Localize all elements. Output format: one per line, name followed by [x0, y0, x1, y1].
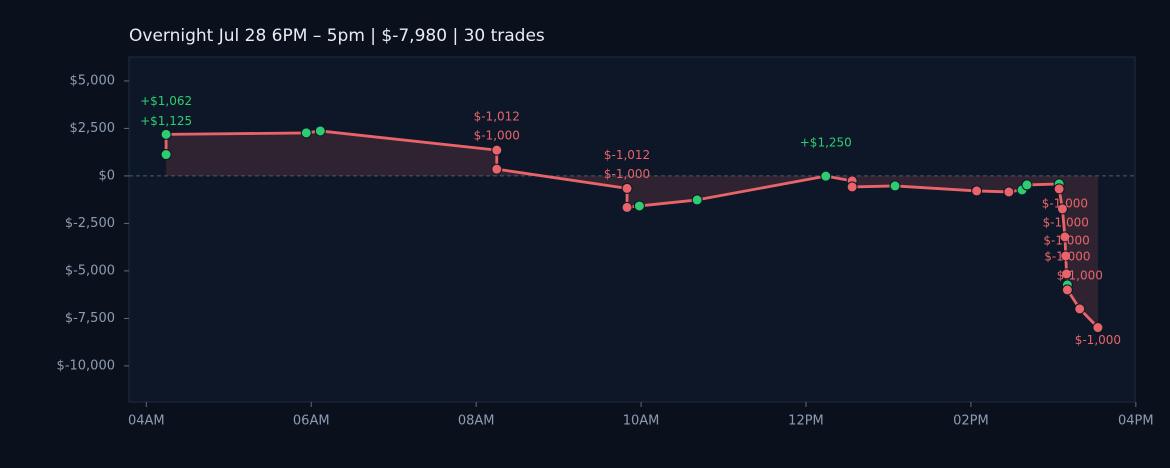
marker: [160, 149, 172, 161]
x-tick-label: 06AM: [293, 414, 330, 429]
marker: [846, 181, 858, 193]
marker: [621, 201, 633, 213]
x-tick-label: 04AM: [128, 414, 165, 429]
marker: [1061, 268, 1073, 280]
marker: [691, 194, 703, 206]
annotation: $-1,000: [1075, 333, 1121, 347]
annotation: +$1,250: [800, 136, 852, 150]
marker: [1074, 303, 1086, 315]
y-tick-label: $5,000: [70, 73, 116, 88]
line: [164, 129, 1099, 329]
y-tick-label: $-2,500: [65, 216, 115, 231]
y-tick-label: $-7,500: [65, 311, 115, 326]
marker: [1053, 183, 1065, 195]
marker: [1059, 231, 1071, 243]
marker: [1021, 179, 1033, 191]
x-tick-label: 04PM: [1118, 414, 1154, 429]
marker: [971, 185, 983, 197]
marker: [1003, 186, 1015, 198]
marker: [1092, 322, 1104, 334]
marker: [889, 180, 901, 192]
marker: [1060, 250, 1072, 262]
marker: [160, 128, 172, 140]
x-tick-label: 12PM: [788, 414, 824, 429]
area: [166, 130, 1098, 328]
annotation: +$1,125: [140, 114, 192, 128]
marker: [314, 125, 326, 137]
marker: [633, 200, 645, 212]
annotation: $-1,000: [604, 167, 650, 181]
y-tick-label: $-10,000: [57, 358, 115, 373]
x-tick-label: 10AM: [623, 414, 660, 429]
y-tick-label: $2,500: [70, 121, 116, 136]
x-tick-label: 02PM: [953, 414, 989, 429]
annotation: $-1,000: [474, 129, 520, 143]
marker: [1056, 203, 1068, 215]
marker: [300, 127, 312, 139]
y-tick-label: $-5,000: [65, 263, 115, 278]
x-tick-label: 08AM: [458, 414, 495, 429]
marker: [491, 144, 503, 156]
chart-title: Overnight Jul 28 6PM – 5pm | $-7,980 | 3…: [129, 26, 545, 46]
annotation: $-1,012: [604, 148, 650, 162]
annotation: $-1,000: [1043, 233, 1089, 247]
annotation: $-1,000: [1042, 196, 1088, 210]
plot-area: [128, 56, 1136, 403]
annotation: $-1,012: [474, 110, 520, 124]
annotation: $-1,000: [1057, 268, 1103, 282]
marker: [820, 170, 832, 182]
marker: [621, 182, 633, 194]
annotation: +$1,062: [140, 94, 192, 108]
y-tick-label: $0: [98, 168, 115, 183]
annotation: $-1,000: [1043, 215, 1089, 229]
marker: [491, 163, 503, 175]
marker: [1061, 284, 1073, 296]
annotation: $-1,000: [1044, 249, 1090, 263]
